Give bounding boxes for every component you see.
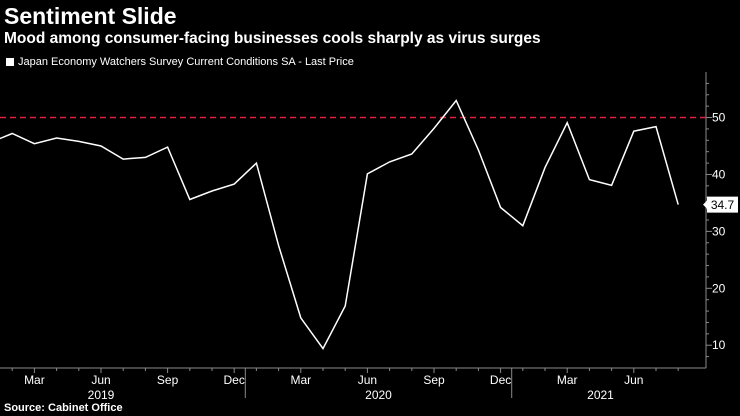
x-tick-label: Sep: [157, 373, 179, 387]
x-tick-label: Sep: [423, 373, 445, 387]
year-label: 2021: [587, 388, 614, 402]
chart-title: Sentiment Slide: [4, 3, 177, 29]
x-tick-label: Jun: [91, 373, 110, 387]
year-label: 2019: [88, 388, 115, 402]
last-value-box: [707, 196, 738, 213]
last-value-pointer: [703, 199, 708, 210]
x-tick-label: Dec: [490, 373, 511, 387]
legend-label: Japan Economy Watchers Survey Current Co…: [18, 56, 354, 68]
x-tick-label: Mar: [24, 373, 45, 387]
y-tick-label: 30: [712, 224, 726, 238]
source-note: Source: Cabinet Office: [4, 402, 123, 414]
x-tick-label: Mar: [557, 373, 578, 387]
x-tick-label: Jun: [358, 373, 377, 387]
chart-legend: Japan Economy Watchers Survey Current Co…: [6, 55, 354, 69]
line-chart: 10 20 30 40 50 Mar Jun Sep Dec Mar Jun Sep Dec Mar Jun…: [0, 72, 738, 402]
x-tick-label: Mar: [290, 373, 311, 387]
last-value-label: 34.7: [711, 198, 735, 212]
x-tick-label: Jun: [624, 373, 643, 387]
legend-swatch: [6, 58, 14, 66]
series-line: [0, 99, 679, 351]
y-tick-label: 50: [712, 111, 726, 125]
y-tick-label: 10: [712, 338, 726, 352]
x-tick-label: Dec: [224, 373, 245, 387]
year-label: 2020: [365, 388, 392, 402]
y-tick-label: 20: [712, 281, 726, 295]
y-tick-label: 40: [712, 167, 726, 181]
chart-subtitle: Mood among consumer-facing businesses co…: [4, 30, 541, 47]
